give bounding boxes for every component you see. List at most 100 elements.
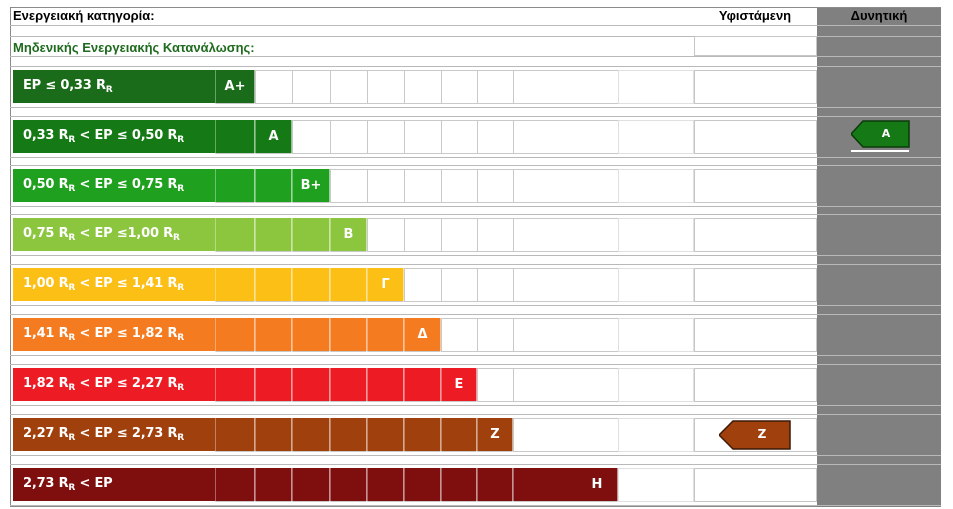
- grid-cell-filled: [215, 268, 255, 302]
- grid-cell: [477, 120, 514, 154]
- energy-class-range: 2,73 RR < EP: [23, 476, 113, 493]
- grid-cell-filled: [255, 268, 292, 302]
- spacer-cell: [618, 468, 694, 502]
- grid-cell-filled: [477, 418, 513, 452]
- spacer-cell: [618, 169, 694, 203]
- energy-class-bar-0: EP ≤ 0,33 RR: [13, 70, 255, 103]
- existing-cell: [694, 468, 817, 502]
- energy-class-letter: A+: [224, 79, 246, 94]
- grid-cell: [441, 70, 478, 104]
- existing-cell: [694, 268, 817, 302]
- zero-energy-subtitle: Μηδενικής Ενεργειακής Κατανάλωσης:: [13, 40, 255, 55]
- potential-rating-label: A: [881, 127, 891, 140]
- grid-cell-filled: [292, 318, 330, 352]
- grid-cell: [513, 418, 619, 452]
- zero-energy-existing-cell: [694, 36, 817, 56]
- grid-cell: [404, 218, 442, 252]
- grid-cell-filled: [255, 468, 292, 502]
- grid-cell-filled: [404, 468, 441, 502]
- spacer-cell: [618, 120, 694, 154]
- grid-cell-filled: [330, 418, 367, 452]
- energy-class-range: 0,33 RR < EP ≤ 0,50 RR: [23, 128, 184, 145]
- grid-cell: [330, 70, 368, 104]
- grid-cell: [367, 70, 405, 104]
- energy-class-bar-2: 0,50 RR < EP ≤ 0,75 RR: [13, 169, 330, 202]
- grid-cell-filled: [215, 120, 255, 154]
- grid-cell-filled: [330, 368, 367, 402]
- grid-cell-filled: [330, 318, 367, 352]
- grid-cell-filled: [513, 468, 618, 502]
- grid-cell: [292, 120, 331, 154]
- spacer-cell: [618, 368, 694, 402]
- energy-class-range: 1,82 RR < EP ≤ 2,27 RR: [23, 376, 184, 393]
- grid-cell: [477, 70, 514, 104]
- grid-cell-filled: [292, 218, 330, 252]
- grid-cell-filled: [215, 318, 255, 352]
- grid-cell-filled: [292, 468, 330, 502]
- grid-cell-filled: [215, 169, 255, 203]
- grid-cell: [513, 368, 619, 402]
- spacer-cell: [618, 268, 694, 302]
- grid-cell-filled: [404, 418, 441, 452]
- grid-cell-filled: [215, 418, 255, 452]
- grid-cell-filled: [255, 318, 292, 352]
- existing-rating-arrow: Z: [717, 420, 791, 450]
- grid-cell-filled: [441, 368, 477, 402]
- spacer-cell: [618, 418, 694, 452]
- energy-class-letter: E: [454, 377, 464, 392]
- grid-cell: [441, 268, 478, 302]
- grid-cell-filled: [477, 468, 513, 502]
- grid-cell-filled: [330, 218, 367, 252]
- grid-cell-filled: [255, 120, 292, 154]
- grid-cell: [404, 268, 442, 302]
- energy-class-letter: B: [343, 227, 354, 242]
- grid-cell-filled: [330, 468, 367, 502]
- grid-cell: [441, 120, 478, 154]
- grid-cell: [441, 318, 478, 352]
- grid-cell-filled: [255, 418, 292, 452]
- spacer-cell: [618, 218, 694, 252]
- existing-cell: [694, 218, 817, 252]
- energy-class-letter: A: [268, 129, 279, 144]
- grid-cell: [477, 218, 514, 252]
- energy-class-bar-6: 1,82 RR < EP ≤ 2,27 RR: [13, 368, 477, 401]
- grid-cell-filled: [330, 268, 367, 302]
- energy-category-title: Ενεργειακή κατηγορία:: [13, 8, 155, 23]
- grid-cell: [404, 70, 442, 104]
- grid-cell: [255, 70, 293, 104]
- grid-cell: [513, 120, 619, 154]
- grid-cell-filled: [404, 318, 441, 352]
- energy-class-letter: Δ: [417, 327, 428, 342]
- grid-cell-filled: [215, 368, 255, 402]
- existing-column-header: Υφιστάμενη: [718, 8, 792, 23]
- grid-cell: [477, 169, 514, 203]
- grid-cell: [292, 70, 331, 104]
- grid-cell: [513, 318, 619, 352]
- grid-cell-filled: [441, 468, 477, 502]
- grid-cell-filled: [255, 368, 292, 402]
- grid-cell: [367, 218, 405, 252]
- grid-cell: [330, 169, 368, 203]
- grid-cell-filled: [292, 268, 330, 302]
- grid-cell-filled: [367, 418, 404, 452]
- spacer-cell: [618, 318, 694, 352]
- grid-cell-filled: [215, 218, 255, 252]
- grid-cell: [513, 169, 619, 203]
- energy-class-bar-3: 0,75 RR < EP ≤1,00 RR: [13, 218, 367, 251]
- grid-cell-filled: [292, 418, 330, 452]
- grid-cell-filled: [367, 318, 404, 352]
- energy-class-bar-4: 1,00 RR < EP ≤ 1,41 RR: [13, 268, 404, 301]
- existing-cell: [694, 70, 817, 104]
- energy-class-range: 1,41 RR < EP ≤ 1,82 RR: [23, 326, 184, 343]
- grid-cell-filled: [255, 169, 292, 203]
- grid-cell: [477, 268, 514, 302]
- grid-cell: [513, 218, 619, 252]
- energy-class-letter: B+: [300, 178, 322, 193]
- existing-cell: [694, 120, 817, 154]
- energy-class-letter: Γ: [381, 277, 390, 292]
- grid-cell: [441, 169, 478, 203]
- grid-cell-filled: [367, 368, 404, 402]
- energy-class-range: 0,50 RR < EP ≤ 0,75 RR: [23, 177, 184, 194]
- energy-class-bar-8: 2,73 RR < EP: [13, 468, 618, 501]
- grid-cell: [513, 70, 619, 104]
